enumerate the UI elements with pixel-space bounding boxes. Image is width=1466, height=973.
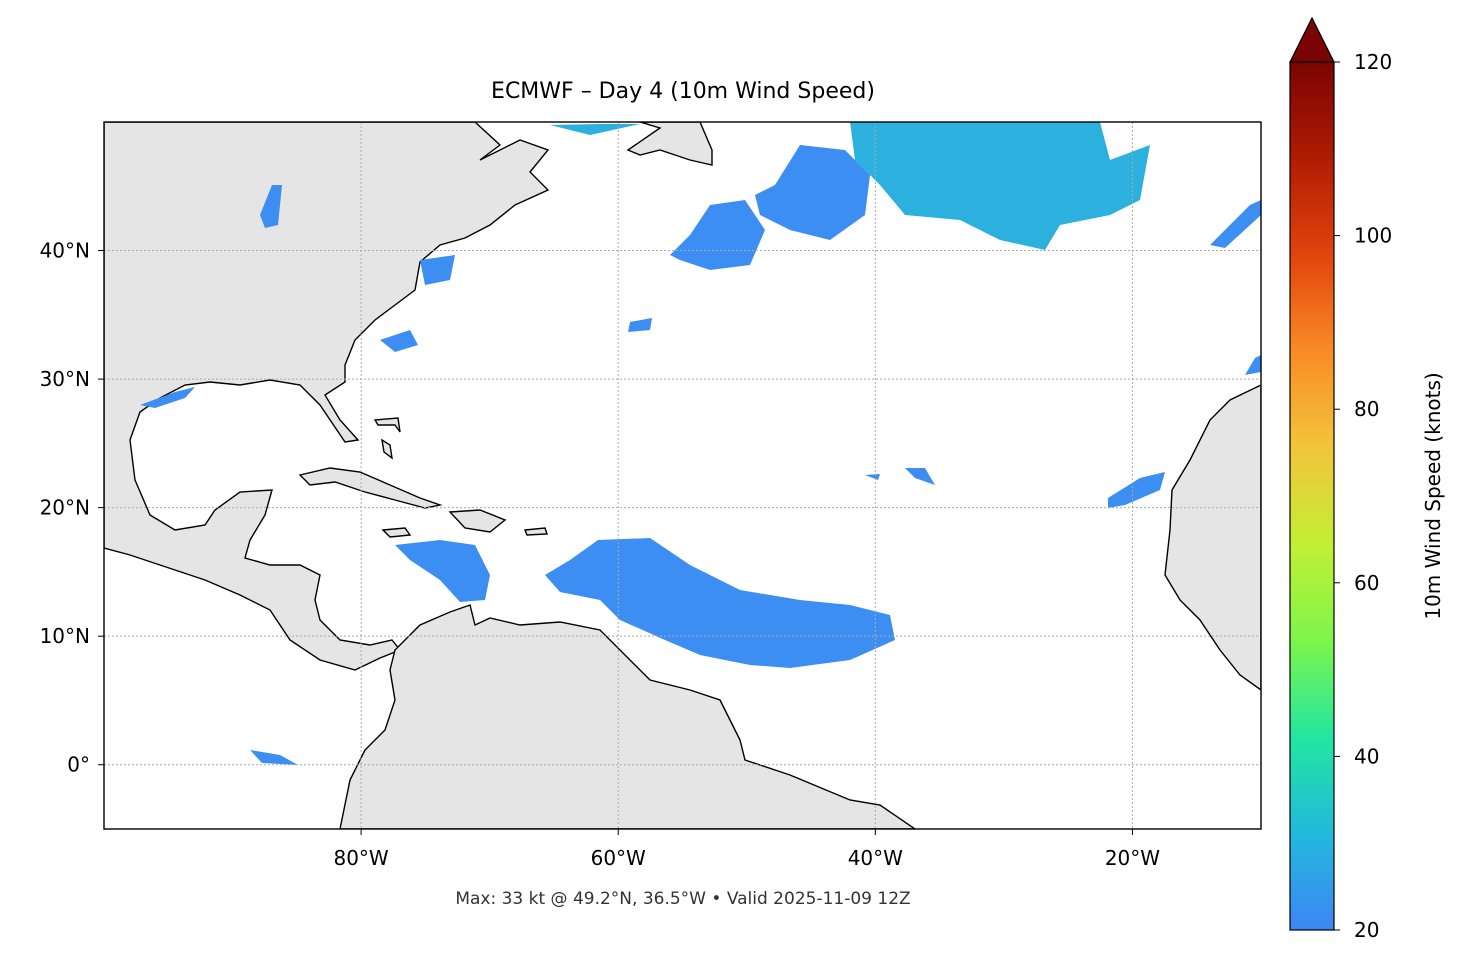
cuba <box>298 467 443 509</box>
y-tick-label: 30°N <box>40 367 90 391</box>
colorbar-extend <box>1289 16 1335 63</box>
hispaniola <box>448 509 507 533</box>
x-tick-label: 80°W <box>333 846 388 870</box>
map-title: ECMWF – Day 4 (10m Wind Speed) <box>491 79 875 104</box>
colorbar-tick-label: 80 <box>1354 397 1379 421</box>
x-tick-label: 40°W <box>848 846 903 870</box>
colorbar-tick-label: 20 <box>1354 918 1379 942</box>
map <box>104 122 1261 829</box>
north-america <box>104 122 550 671</box>
footer-note: Max: 33 kt @ 49.2°N, 36.5°W • Valid 2025… <box>455 889 910 909</box>
graticule <box>104 122 1261 829</box>
y-tick-label: 40°N <box>40 239 90 263</box>
colorbar-tick-label: 120 <box>1354 50 1392 74</box>
nova-scotia <box>626 122 713 166</box>
x-tick-label: 60°W <box>591 846 646 870</box>
colorbar-label: 10m Wind Speed (knots) <box>1421 372 1445 619</box>
south-america <box>339 604 917 829</box>
y-tick-label: 20°N <box>40 496 90 520</box>
wind-field <box>140 122 1261 765</box>
colorbar-body <box>1289 61 1335 931</box>
y-tick-label: 0° <box>67 753 90 777</box>
map-axes: 80°W 60°W 40°W 20°W 0° 10°N 20°N 30°N 40°N <box>40 239 1161 870</box>
y-tick-label: 10°N <box>40 624 90 648</box>
colorbar-tick-label: 60 <box>1354 571 1379 595</box>
colorbar: 20 40 60 80 100 120 10m Wind Speed (knots) <box>1289 16 1445 942</box>
bahamas <box>373 417 401 460</box>
colorbar-tick-label: 40 <box>1354 744 1379 768</box>
puerto-rico <box>524 527 548 536</box>
x-tick-label: 20°W <box>1105 846 1160 870</box>
colorbar-tick-label: 100 <box>1354 224 1392 248</box>
map-frame <box>103 121 1262 830</box>
africa <box>1164 384 1261 691</box>
jamaica <box>381 527 412 538</box>
